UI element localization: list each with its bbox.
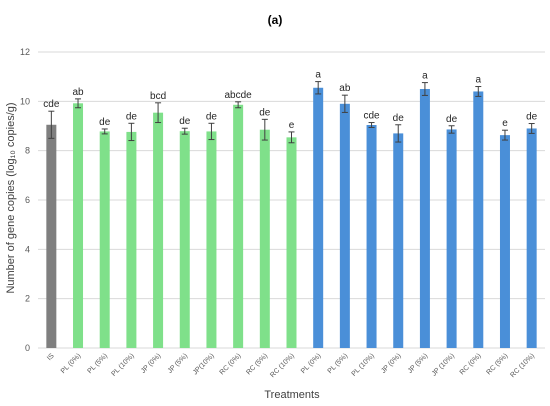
x-tick-label: JP (10%) [431, 352, 456, 377]
significance-label: de [206, 111, 218, 122]
significance-label: de [126, 111, 138, 122]
y-tick-label: 4 [25, 244, 30, 254]
significance-label: e [289, 120, 295, 131]
bar [233, 104, 244, 348]
bar [99, 131, 110, 348]
significance-label: abcde [225, 90, 253, 101]
y-tick-label: 12 [20, 47, 30, 57]
bar [179, 131, 190, 348]
x-tick-label: JP (5%) [167, 352, 189, 374]
x-tick-label: RC (10%) [509, 352, 536, 379]
bar [153, 112, 164, 349]
x-tick-label: PL (0%) [60, 352, 83, 375]
significance-label: de [179, 116, 191, 127]
x-axis-categories: IS PL (0%) PL (5%) PL (10%) JP (0%) JP (5%) JP… [46, 352, 536, 379]
x-tick-label: PL (10%) [110, 352, 135, 377]
significance-label: a [315, 70, 321, 81]
y-tick-label: 8 [25, 146, 30, 156]
significance-label: de [393, 113, 405, 124]
panel-label: (a) [268, 13, 283, 27]
x-tick-label: PL (5%) [327, 352, 350, 375]
bar [393, 133, 404, 348]
significance-label: de [99, 117, 111, 128]
x-tick-label: JP (0%) [140, 352, 162, 374]
significance-label: e [502, 118, 508, 129]
bar [339, 103, 350, 348]
significance-label: cde [363, 111, 380, 122]
bars [46, 87, 537, 349]
x-tick-label: PL (0%) [300, 352, 323, 375]
x-tick-label: RC (0%) [459, 352, 483, 376]
y-tick-label: 2 [25, 294, 30, 304]
x-tick-label: RC (5%) [485, 352, 509, 376]
bar [526, 128, 537, 348]
y-tick-label: 6 [25, 195, 30, 205]
x-tick-label: PL (10%) [351, 352, 376, 377]
x-tick-label: RC (5%) [245, 352, 269, 376]
significance-label: ab [339, 83, 351, 94]
significance-label: a [476, 75, 482, 86]
bar [499, 135, 510, 348]
y-tick-label: 0 [25, 343, 30, 353]
x-tick-label: IS [46, 352, 56, 362]
significance-label: ab [72, 87, 84, 98]
significance-label: bcd [150, 91, 166, 102]
x-tick-label: JP (0%) [380, 352, 402, 374]
x-axis-title: Treatments [264, 389, 320, 401]
bar [286, 137, 297, 348]
significance-label: de [259, 107, 271, 118]
bar [313, 87, 324, 349]
x-tick-label: JP (5%) [407, 352, 429, 374]
y-tick-label: 10 [20, 96, 30, 106]
y-axis-ticks: 0 2 4 6 8 10 12 [20, 47, 30, 353]
bar [259, 129, 270, 348]
x-tick-label: RC (0%) [219, 352, 243, 376]
y-axis-title: Number of gene copies (log₁₀ copies/g) [5, 102, 17, 293]
bar [46, 124, 57, 349]
bar [419, 89, 430, 348]
error-bars [48, 81, 535, 144]
bar [473, 91, 484, 348]
x-tick-label: RC (10%) [269, 352, 296, 379]
significance-label: cde [43, 99, 60, 110]
significance-label: de [446, 114, 458, 125]
significance-label: a [422, 71, 428, 82]
significance-label: de [526, 112, 538, 123]
bar [446, 129, 457, 348]
x-tick-label: JP(10%) [192, 352, 216, 376]
bar [126, 131, 137, 348]
bar [206, 131, 217, 348]
bar [73, 103, 84, 348]
bar [366, 125, 377, 348]
x-tick-label: PL (5%) [86, 352, 109, 375]
